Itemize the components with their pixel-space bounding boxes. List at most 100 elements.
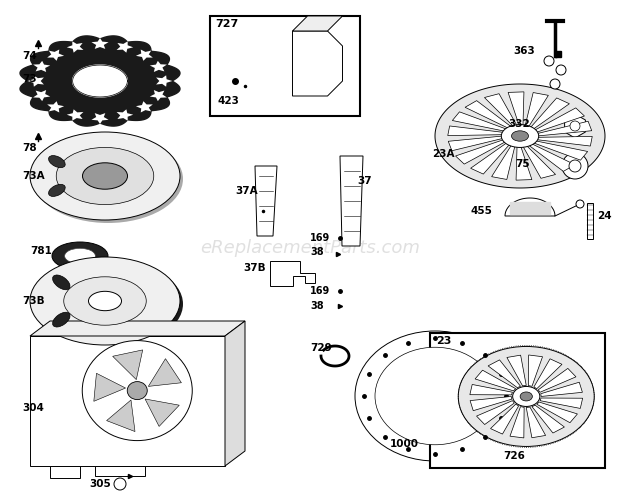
Bar	[587, 203, 593, 239]
Text: 37A: 37A	[235, 186, 258, 196]
Text: 726: 726	[503, 451, 525, 461]
Polygon shape	[91, 38, 108, 49]
Ellipse shape	[30, 257, 180, 345]
Polygon shape	[117, 109, 133, 121]
Polygon shape	[538, 369, 576, 392]
Polygon shape	[255, 166, 277, 236]
Polygon shape	[510, 407, 524, 438]
Ellipse shape	[89, 291, 122, 310]
Text: 304: 304	[22, 403, 44, 413]
Text: 73A: 73A	[22, 171, 45, 181]
Text: 363: 363	[513, 46, 535, 56]
Ellipse shape	[127, 381, 148, 400]
Polygon shape	[47, 50, 64, 61]
Circle shape	[569, 160, 581, 172]
Polygon shape	[534, 359, 562, 389]
Polygon shape	[540, 398, 583, 408]
Polygon shape	[340, 156, 363, 246]
Text: 74: 74	[22, 51, 37, 61]
Ellipse shape	[52, 242, 108, 270]
Polygon shape	[145, 399, 179, 427]
Polygon shape	[525, 93, 548, 127]
Text: 38: 38	[310, 247, 324, 257]
Ellipse shape	[33, 135, 183, 223]
Polygon shape	[507, 355, 526, 386]
Polygon shape	[30, 321, 245, 336]
Ellipse shape	[502, 124, 539, 147]
Text: 78: 78	[22, 143, 37, 153]
Text: 423: 423	[218, 96, 240, 106]
Polygon shape	[94, 373, 126, 401]
Polygon shape	[530, 98, 569, 129]
Polygon shape	[470, 396, 511, 411]
Ellipse shape	[53, 312, 70, 327]
Ellipse shape	[48, 156, 65, 168]
Ellipse shape	[513, 386, 540, 406]
Circle shape	[576, 200, 584, 208]
Text: 332: 332	[508, 119, 530, 129]
Ellipse shape	[458, 346, 594, 446]
Polygon shape	[488, 360, 521, 388]
Text: 73: 73	[22, 74, 37, 84]
Polygon shape	[150, 90, 167, 101]
Text: 73B: 73B	[22, 296, 45, 306]
Text: 38: 38	[310, 301, 324, 311]
Circle shape	[556, 65, 566, 75]
Text: 75: 75	[515, 159, 530, 169]
Polygon shape	[136, 101, 153, 113]
Polygon shape	[448, 126, 504, 135]
Polygon shape	[28, 75, 44, 87]
Text: 727: 727	[215, 19, 238, 29]
Polygon shape	[475, 370, 516, 391]
Polygon shape	[225, 321, 245, 466]
Ellipse shape	[375, 347, 495, 445]
Polygon shape	[91, 113, 108, 124]
Polygon shape	[456, 139, 506, 164]
Polygon shape	[532, 405, 564, 433]
Circle shape	[544, 56, 554, 66]
Polygon shape	[536, 121, 591, 136]
Text: 169: 169	[310, 233, 330, 243]
Polygon shape	[490, 404, 518, 434]
Ellipse shape	[48, 185, 65, 196]
Polygon shape	[73, 65, 127, 97]
Text: 1000: 1000	[390, 439, 419, 449]
Circle shape	[562, 153, 588, 179]
Polygon shape	[541, 382, 582, 396]
Text: 37B: 37B	[243, 263, 265, 273]
Circle shape	[550, 79, 560, 89]
Ellipse shape	[82, 163, 128, 189]
Polygon shape	[293, 16, 342, 31]
Polygon shape	[148, 359, 182, 386]
Polygon shape	[293, 31, 342, 96]
Polygon shape	[528, 355, 542, 386]
Circle shape	[114, 478, 126, 490]
Polygon shape	[523, 146, 556, 178]
Polygon shape	[465, 101, 512, 128]
Ellipse shape	[56, 147, 154, 205]
Ellipse shape	[30, 132, 180, 220]
Bar	[50, 466, 80, 478]
Polygon shape	[471, 143, 510, 174]
Ellipse shape	[64, 277, 146, 325]
Text: 23: 23	[436, 336, 451, 346]
Polygon shape	[156, 75, 172, 87]
Polygon shape	[107, 400, 135, 432]
Polygon shape	[117, 41, 133, 53]
Ellipse shape	[520, 392, 533, 401]
Ellipse shape	[82, 341, 192, 440]
Text: 37: 37	[357, 176, 371, 186]
Polygon shape	[20, 36, 180, 126]
Polygon shape	[470, 384, 512, 395]
Polygon shape	[67, 109, 84, 121]
Text: 169: 169	[310, 286, 330, 296]
Bar	[210, 16, 360, 116]
Ellipse shape	[64, 248, 95, 264]
Polygon shape	[505, 198, 555, 216]
Ellipse shape	[355, 331, 515, 461]
Text: 305: 305	[89, 479, 111, 489]
Polygon shape	[270, 261, 315, 286]
Polygon shape	[477, 401, 514, 425]
Polygon shape	[537, 402, 577, 423]
Polygon shape	[453, 112, 507, 131]
